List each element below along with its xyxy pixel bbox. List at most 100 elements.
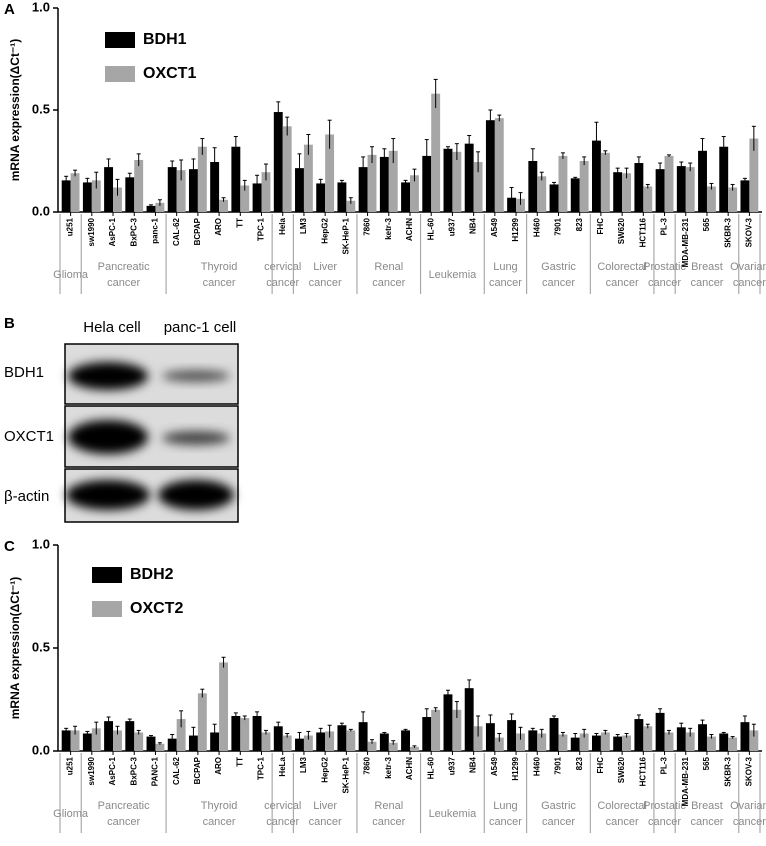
bar xyxy=(104,721,114,751)
bar xyxy=(388,742,398,751)
bar xyxy=(728,187,738,212)
y-axis-label: mRNA expression(ΔCt⁻¹) xyxy=(8,39,22,182)
bar xyxy=(358,167,368,212)
x-tick-label: SKBR-3 xyxy=(723,217,732,247)
x-tick-label: LM3 xyxy=(299,756,308,773)
group-label: cancer xyxy=(203,816,236,828)
bar xyxy=(706,186,716,212)
group-label: Lung xyxy=(493,261,517,273)
group-label: cancer xyxy=(733,277,766,289)
group-label: cancer xyxy=(648,816,681,828)
x-tick-label: TPC-1 xyxy=(257,756,266,780)
bar xyxy=(592,140,601,212)
x-tick-label: A549 xyxy=(490,217,499,237)
bar xyxy=(422,717,432,751)
bar xyxy=(316,732,326,751)
bar xyxy=(231,715,241,751)
x-tick-label: ketr-3 xyxy=(384,756,393,778)
bar xyxy=(485,723,495,751)
group-label: cancer xyxy=(107,816,140,828)
legend-swatch xyxy=(92,567,122,583)
bar xyxy=(452,709,462,751)
bar xyxy=(537,176,547,212)
bar xyxy=(622,173,632,212)
bar xyxy=(549,184,559,212)
bar xyxy=(749,138,759,212)
bar xyxy=(537,733,547,751)
group-label: cancer xyxy=(266,816,299,828)
x-tick-label: MDA-MB-231 xyxy=(681,756,690,806)
x-tick-label: ARO xyxy=(214,218,223,236)
bar xyxy=(295,168,304,212)
group-label: Thyroid xyxy=(201,261,238,273)
bar xyxy=(579,733,589,751)
x-tick-label: CAL-62 xyxy=(172,756,181,785)
blot-panel: B Hela cell panc-1 cell BDH1 OXCT1 β-act… xyxy=(4,315,239,523)
group-label: Breast xyxy=(691,261,723,273)
bar xyxy=(431,93,441,212)
bar xyxy=(570,737,580,751)
bar xyxy=(388,150,398,212)
group-label: Renal xyxy=(374,261,403,273)
bar xyxy=(558,734,568,751)
bar xyxy=(579,161,589,212)
bar xyxy=(113,730,122,751)
bar xyxy=(592,735,601,751)
x-tick-label: BxPC-3 xyxy=(129,217,138,246)
x-tick-label: sw1990 xyxy=(87,756,96,785)
x-tick-label: HeLa xyxy=(278,756,287,776)
x-tick-label: Hela xyxy=(278,217,287,234)
column-label: panc-1 cell xyxy=(164,319,237,336)
band xyxy=(158,480,234,510)
bar xyxy=(282,735,292,751)
group-label: cancer xyxy=(372,277,405,289)
bar xyxy=(676,727,686,751)
group-label: Leukemia xyxy=(429,808,478,820)
bar xyxy=(231,146,241,212)
bar xyxy=(422,155,432,212)
x-tick-label: SK-HeP-1 xyxy=(341,756,350,793)
x-tick-label: 7901 xyxy=(554,217,563,235)
bar xyxy=(558,155,568,212)
bar xyxy=(367,741,377,751)
bar xyxy=(61,180,71,212)
x-tick-label: u251 xyxy=(66,756,75,775)
y-tick-label: 0.5 xyxy=(32,639,50,654)
row-label: BDH1 xyxy=(4,364,44,381)
x-tick-label: 7860 xyxy=(363,756,372,774)
bar xyxy=(91,728,101,751)
bar xyxy=(698,724,707,751)
bar xyxy=(188,169,198,212)
bar xyxy=(379,733,389,751)
x-tick-label: panc-1 xyxy=(151,217,160,243)
column-label: Hela cell xyxy=(83,319,141,336)
x-tick-label: BCPAP xyxy=(193,217,202,245)
x-tick-label: HepG2 xyxy=(320,217,329,243)
x-tick-label: H1299 xyxy=(511,756,520,780)
bar xyxy=(261,732,271,751)
bar xyxy=(749,730,759,751)
group-label: cancer xyxy=(733,816,766,828)
bar xyxy=(655,712,665,751)
group-label: Leukemia xyxy=(429,269,478,281)
y-tick-label: 0.0 xyxy=(32,742,50,757)
bar xyxy=(70,173,80,212)
bar xyxy=(401,182,410,212)
bar xyxy=(473,162,483,212)
bar xyxy=(337,725,347,751)
bar xyxy=(740,722,750,751)
legend-label: BDH2 xyxy=(130,566,174,583)
bar xyxy=(91,180,101,212)
x-tick-label: CAL-62 xyxy=(172,217,181,246)
group-label: cervical xyxy=(264,261,301,273)
group-label: Breast xyxy=(691,800,723,812)
x-tick-label: H460 xyxy=(532,217,541,237)
group-label: cancer xyxy=(266,277,299,289)
row-label: β-actin xyxy=(4,488,49,505)
x-tick-label: ARO xyxy=(214,757,223,775)
x-tick-label: A549 xyxy=(490,756,499,776)
bar xyxy=(613,172,623,212)
bar xyxy=(634,719,644,751)
bar xyxy=(464,688,474,751)
bar xyxy=(698,150,707,212)
